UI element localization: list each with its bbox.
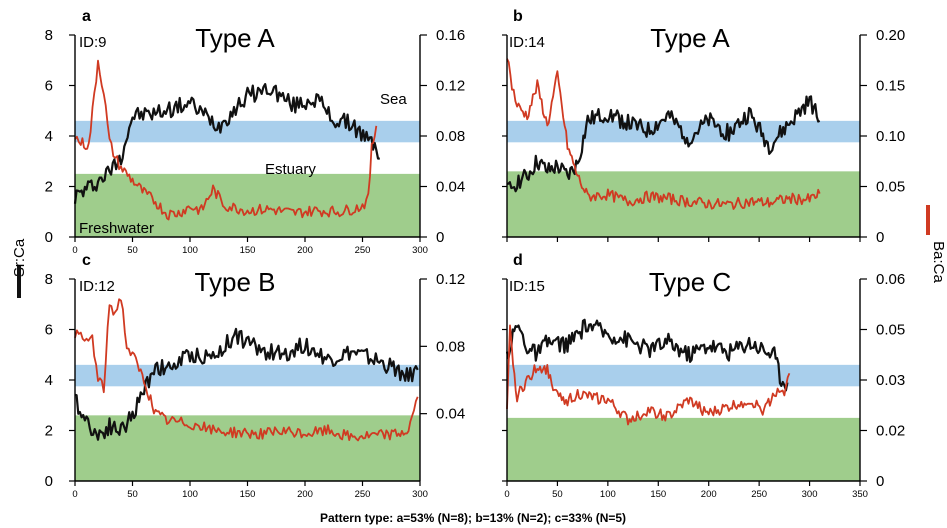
sr-ca-axis-label-group: Sr:Ca: [11, 238, 28, 298]
panel-type-title: Type C: [649, 267, 731, 297]
panel-type-title: Type A: [650, 23, 730, 53]
sr-ca-line: [73, 83, 380, 204]
x-tick-label: 150: [240, 489, 256, 500]
panel-type-title: Type B: [195, 267, 276, 297]
y-right-tick-label: 0.12: [436, 78, 465, 95]
y-right-tick-label: 0.04: [436, 406, 465, 423]
x-tick-label: 250: [751, 489, 767, 500]
y-right-tick-label: 0: [876, 473, 884, 490]
x-tick-label: 300: [412, 245, 428, 256]
panel-id-label: ID:9: [79, 34, 107, 51]
ba-ca-line: [74, 59, 378, 221]
y-right-tick-label: 0.06: [876, 271, 905, 288]
panel-c: 0 2 4 6 8 0.04 0.08 0.12 0 50 100 150 200 250 300 c ID:1…: [45, 252, 466, 500]
y-left-tick-label: 4: [45, 128, 53, 145]
panel-id-label: ID:15: [509, 278, 545, 295]
x-tick-label: 50: [127, 245, 138, 256]
x-tick-label: 50: [127, 489, 138, 500]
x-tick-label: 0: [72, 489, 77, 500]
y-left-tick-label: 4: [45, 372, 53, 389]
sea-band: [507, 364, 860, 387]
panel-a: 0 2 4 6 8 0 0.04 0.08 0.12 0.16 0 50 100 150 200 250 300…: [45, 8, 466, 256]
panel-letter: a: [82, 8, 91, 25]
freshwater-band: [75, 415, 420, 481]
ba-ca-axis-label: Ba:Ca: [930, 241, 947, 283]
y-right-tick-label: 0: [436, 229, 444, 246]
y-right-tick-label: 0.12: [436, 271, 465, 288]
panel-id-label: ID:14: [509, 34, 545, 51]
y-left-tick-label: 2: [45, 179, 53, 196]
y-right-tick-label: 0.16: [436, 27, 465, 44]
x-tick-label: 250: [355, 245, 371, 256]
x-tick-label: 200: [297, 489, 313, 500]
y-left-tick-label: 0: [45, 473, 53, 490]
sr-ca-legend-swatch: [17, 266, 21, 298]
y-right-tick-label: 0.20: [876, 27, 905, 44]
y-right-tick-label: 0.10: [876, 128, 905, 145]
sea-band: [75, 120, 420, 143]
y-right-tick-label: 0.08: [436, 338, 465, 355]
sr-ca-line: [505, 318, 789, 392]
sr-ca-line: [506, 95, 821, 193]
x-tick-label: 350: [852, 489, 868, 500]
y-right-tick-label: 0: [876, 229, 884, 246]
panel-letter: d: [513, 252, 523, 269]
x-tick-label: 150: [240, 245, 256, 256]
ba-ca-line: [506, 324, 791, 426]
panel-letter: c: [82, 252, 91, 269]
ba-ca-line: [74, 298, 419, 442]
x-tick-label: 200: [701, 489, 717, 500]
x-tick-label: 100: [600, 489, 616, 500]
panel-type-title: Type A: [195, 23, 275, 53]
ba-ca-legend-swatch: [926, 205, 930, 235]
ba-ca-axis-label-group: Ba:Ca: [926, 205, 947, 283]
sr-ca-line: [74, 327, 419, 441]
panel-b: 0 0.05 0.10 0.15 0.20 b ID:14 Type A: [502, 8, 905, 246]
y-left-tick-label: 2: [45, 423, 53, 440]
y-right-tick-label: 0.02: [876, 423, 905, 440]
x-tick-label: 0: [504, 489, 509, 500]
x-tick-label: 200: [297, 245, 313, 256]
y-left-tick-label: 8: [45, 271, 53, 288]
ba-ca-line: [506, 58, 821, 210]
y-right-tick-label: 0.15: [876, 78, 905, 95]
freshwater-zone-label: Freshwater: [79, 220, 154, 237]
estuary-zone-label: Estuary: [265, 161, 316, 178]
freshwater-band: [507, 171, 860, 237]
x-tick-label: 300: [802, 489, 818, 500]
y-left-tick-label: 8: [45, 27, 53, 44]
y-right-tick-label: 0.05: [876, 322, 905, 339]
panel-letter: b: [513, 8, 523, 25]
y-left-tick-label: 6: [45, 78, 53, 95]
x-tick-label: 0: [72, 245, 77, 256]
sr-ca-axis-label: Sr:Ca: [11, 238, 28, 277]
x-tick-label: 250: [355, 489, 371, 500]
panel-id-label: ID:12: [79, 278, 115, 295]
figure-caption: Pattern type: a=53% (N=8); b=13% (N=2); …: [320, 511, 626, 525]
x-tick-label: 300: [412, 489, 428, 500]
freshwater-band: [507, 417, 860, 481]
x-tick-label: 100: [182, 489, 198, 500]
x-tick-label: 150: [650, 489, 666, 500]
y-left-tick-label: 0: [45, 229, 53, 246]
y-left-tick-label: 6: [45, 322, 53, 339]
y-right-tick-label: 0.04: [436, 179, 465, 196]
y-right-tick-label: 0.08: [436, 128, 465, 145]
panel-d: 0 0.02 0.03 0.05 0.06 0 50 100 150 200 250 300 350 dI…: [502, 252, 905, 500]
sea-band: [507, 120, 860, 143]
sea-band: [75, 364, 420, 387]
y-right-tick-label: 0.05: [876, 179, 905, 196]
x-tick-label: 100: [182, 245, 198, 256]
x-tick-label: 50: [552, 489, 563, 500]
sea-zone-label: Sea: [380, 91, 407, 108]
y-right-tick-label: 0.03: [876, 372, 905, 389]
